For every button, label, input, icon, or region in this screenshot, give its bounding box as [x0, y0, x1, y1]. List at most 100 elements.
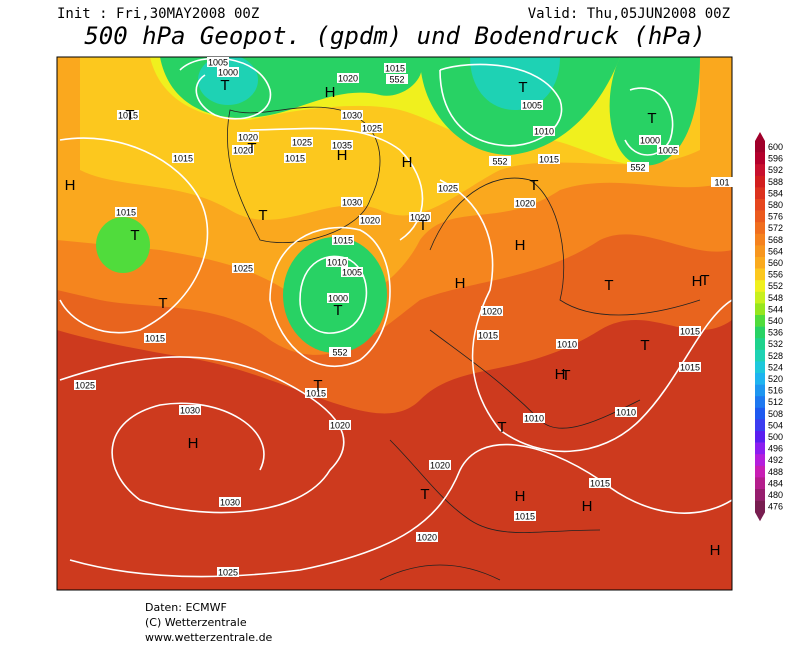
label-box: [489, 156, 511, 166]
colorbar-label: 540: [768, 316, 783, 326]
colorbar-swatch: [755, 419, 765, 432]
pressure-label: 1020: [330, 421, 350, 431]
colorbar-label: 476: [768, 502, 783, 512]
coastline: [226, 106, 381, 243]
label-box: [341, 267, 363, 277]
pressure-label: 1015: [173, 154, 193, 164]
colorbar-label: 580: [768, 200, 783, 210]
pressure-label: 1025: [438, 184, 458, 194]
pressure-label: 1005: [342, 268, 362, 278]
pressure-label: 1015: [306, 389, 326, 399]
colorbar-arrow: [755, 512, 765, 522]
label-box: [615, 407, 637, 417]
pressure-label: 1020: [338, 74, 358, 84]
valid-text: Valid: Thu,05JUN2008 00Z: [528, 6, 730, 22]
colorbar-label: 512: [768, 397, 783, 407]
low-blob: [96, 217, 150, 273]
colorbar-swatch: [755, 315, 765, 327]
colorbar-swatch: [755, 373, 765, 385]
colorbar-swatch: [755, 233, 765, 246]
pressure-label: 1025: [75, 381, 95, 391]
colorbar-label: 492: [768, 455, 783, 465]
pressure-center: T: [220, 77, 229, 94]
pressure-center: T: [125, 107, 134, 124]
label-box: [477, 330, 499, 340]
pressure-center: H: [710, 542, 721, 559]
colorbar-label: 496: [768, 444, 783, 454]
colorbar-swatch: [755, 384, 765, 397]
pressure-label: 101: [714, 178, 729, 188]
colorbar-swatch: [755, 407, 765, 420]
pressure-label: 1025: [218, 568, 238, 578]
colorbar-swatch: [755, 489, 765, 501]
colorbar-label: 524: [768, 362, 783, 372]
isobar: [439, 179, 732, 453]
init-text: Init : Fri,30MAY2008 00Z: [57, 6, 259, 22]
pressure-label: 1015: [680, 327, 700, 337]
footer-line: www.wetterzentrale.de: [145, 631, 273, 644]
pressure-label: 1030: [220, 498, 240, 508]
pressure-label: 1015: [118, 111, 138, 121]
colorbar-swatch: [755, 303, 765, 316]
label-box: [429, 460, 451, 470]
colorbar-swatch: [755, 454, 765, 467]
label-box: [74, 380, 96, 390]
colorbar-label: 484: [768, 478, 783, 488]
label-box: [331, 140, 353, 150]
colorbar-label: 500: [768, 432, 783, 442]
pressure-label: 1015: [285, 154, 305, 164]
colorbar-swatch: [755, 431, 765, 443]
colorbar-swatch: [755, 245, 765, 258]
pressure-label: 1010: [557, 340, 577, 350]
pressure-center: H: [582, 498, 593, 515]
colorbar-swatch: [755, 291, 765, 304]
label-box: [556, 339, 578, 349]
pressure-center: T: [418, 217, 427, 234]
pressure-center: T: [700, 272, 709, 289]
pressure-label: 552: [389, 75, 404, 85]
pressure-center: T: [313, 377, 322, 394]
title: 500 hPa Geopot. (gpdm) und Bodendruck (h…: [84, 22, 705, 50]
footer-line: Daten: ECMWF: [145, 601, 227, 614]
pressure-label: 552: [492, 157, 507, 167]
pressure-center: T: [497, 419, 506, 436]
pressure-label: 1020: [410, 213, 430, 223]
pressure-label: 1010: [327, 258, 347, 268]
pressure-center: T: [604, 277, 613, 294]
colorbar-label: 544: [768, 304, 783, 314]
pressure-label: 1025: [362, 124, 382, 134]
pressure-label: 1020: [360, 216, 380, 226]
pressure-center: T: [333, 302, 342, 319]
pressure-center: T: [158, 295, 167, 312]
pressure-label: 1015: [539, 155, 559, 165]
colorbar-label: 596: [768, 154, 783, 164]
pressure-label: 552: [332, 348, 347, 358]
pressure-center: H: [337, 147, 348, 164]
label-box: [237, 132, 259, 142]
colorbar-swatch: [755, 465, 765, 478]
label-box: [409, 212, 431, 222]
colorbar-swatch: [755, 442, 765, 455]
label-box: [679, 326, 701, 336]
colorbar-label: 548: [768, 293, 783, 303]
colorbar-swatch: [755, 257, 765, 269]
pressure-center: H: [325, 84, 336, 101]
label-box: [329, 347, 351, 357]
pressure-label: 1015: [145, 334, 165, 344]
colorbar-label: 536: [768, 328, 783, 338]
isobar: [59, 356, 345, 514]
pressure-label: 1000: [328, 294, 348, 304]
label-box: [481, 306, 503, 316]
isobar: [69, 443, 732, 578]
pressure-label: 1030: [342, 111, 362, 121]
label-box: [115, 207, 137, 217]
footer-line: (C) Wetterzentrale: [145, 616, 247, 629]
label-box: [337, 73, 359, 83]
pressure-center: H: [188, 435, 199, 452]
colorbar-label: 576: [768, 212, 783, 222]
pressure-center: H: [455, 275, 466, 292]
colorbar-label: 552: [768, 281, 783, 291]
